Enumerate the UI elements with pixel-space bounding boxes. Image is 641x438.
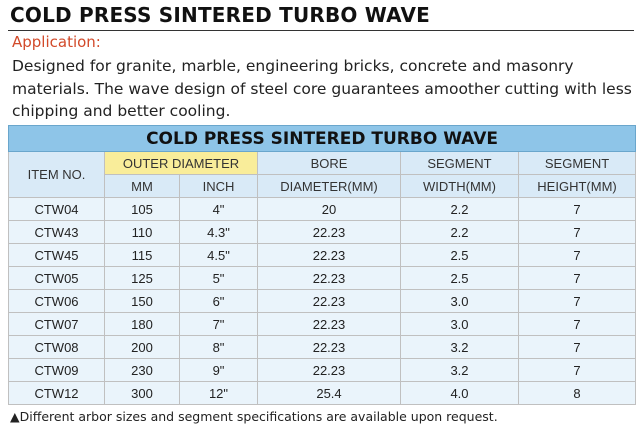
cell-inch: 7" (179, 312, 258, 336)
cell-bore: 25.4 (257, 381, 401, 405)
cell-item-no: CTW04 (8, 197, 105, 221)
cell-inch: 6" (179, 289, 258, 313)
cell-mm: 150 (104, 289, 180, 313)
cell-segment-height: 8 (517, 381, 637, 405)
cell-mm: 115 (104, 243, 180, 267)
cell-item-no: CTW45 (8, 243, 105, 267)
table-row: CTW45 115 4.5" 22.23 2.5 7 (8, 243, 637, 267)
cell-inch: 4.3" (179, 220, 258, 244)
cell-mm: 125 (104, 266, 180, 290)
cell-mm: 200 (104, 335, 180, 359)
cell-mm: 230 (104, 358, 180, 382)
cell-segment-width: 2.2 (400, 220, 519, 244)
cell-segment-height: 7 (517, 243, 637, 267)
cell-item-no: CTW06 (8, 289, 105, 313)
cell-item-no: CTW08 (8, 335, 105, 359)
cell-segment-width: 3.0 (400, 289, 519, 313)
page-title: COLD PRESS SINTERED TURBO WAVE (10, 3, 431, 27)
cell-segment-width: 2.5 (400, 243, 519, 267)
table-row: CTW05 125 5" 22.23 2.5 7 (8, 266, 637, 290)
cell-inch: 4.5" (179, 243, 258, 267)
cell-segment-height: 7 (517, 220, 637, 244)
header-segment-height-top: SEGMENT (517, 151, 637, 175)
cell-item-no: CTW12 (8, 381, 105, 405)
cell-segment-width: 2.5 (400, 266, 519, 290)
header-segment-height-bottom: HEIGHT(MM) (517, 174, 637, 198)
header-outer-diameter: OUTER DIAMETER (104, 151, 258, 175)
cell-bore: 20 (257, 197, 401, 221)
table-banner: COLD PRESS SINTERED TURBO WAVE (7, 125, 637, 152)
cell-segment-height: 7 (517, 197, 637, 221)
cell-inch: 8" (179, 335, 258, 359)
header-inch: INCH (179, 174, 258, 198)
table-row: CTW08 200 8" 22.23 3.2 7 (8, 335, 637, 359)
cell-segment-width: 3.2 (400, 358, 519, 382)
cell-segment-width: 3.0 (400, 312, 519, 336)
cell-bore: 22.23 (257, 312, 401, 336)
application-label: Application: (12, 33, 101, 51)
cell-bore: 22.23 (257, 289, 401, 313)
cell-segment-height: 7 (517, 312, 637, 336)
table-row: CTW07 180 7" 22.23 3.0 7 (8, 312, 637, 336)
table-row: CTW09 230 9" 22.23 3.2 7 (8, 358, 637, 382)
cell-segment-width: 4.0 (400, 381, 519, 405)
cell-segment-width: 3.2 (400, 335, 519, 359)
header-mm: MM (104, 174, 180, 198)
cell-segment-height: 7 (517, 266, 637, 290)
cell-item-no: CTW05 (8, 266, 105, 290)
cell-bore: 22.23 (257, 220, 401, 244)
application-description: Designed for granite, marble, engineerin… (12, 57, 632, 120)
table-row: CTW04 105 4" 20 2.2 7 (8, 197, 637, 221)
cell-mm: 180 (104, 312, 180, 336)
cell-segment-height: 7 (517, 335, 637, 359)
title-divider (8, 30, 634, 31)
spec-table: COLD PRESS SINTERED TURBO WAVE ITEM NO. … (7, 125, 637, 405)
cell-item-no: CTW43 (8, 220, 105, 244)
cell-mm: 110 (104, 220, 180, 244)
cell-segment-width: 2.2 (400, 197, 519, 221)
cell-mm: 300 (104, 381, 180, 405)
cell-item-no: CTW07 (8, 312, 105, 336)
cell-inch: 5" (179, 266, 258, 290)
cell-inch: 12" (179, 381, 258, 405)
table-row: CTW06 150 6" 22.23 3.0 7 (8, 289, 637, 313)
cell-bore: 22.23 (257, 266, 401, 290)
header-bore-bottom: DIAMETER(MM) (257, 174, 401, 198)
cell-mm: 105 (104, 197, 180, 221)
cell-bore: 22.23 (257, 243, 401, 267)
cell-inch: 4" (179, 197, 258, 221)
header-segment-width-bottom: WIDTH(MM) (400, 174, 519, 198)
cell-segment-height: 7 (517, 289, 637, 313)
cell-segment-height: 7 (517, 358, 637, 382)
footnote: ▲Different arbor sizes and segment speci… (10, 409, 498, 424)
header-segment-width-top: SEGMENT (400, 151, 519, 175)
header-bore-top: BORE (257, 151, 401, 175)
cell-bore: 22.23 (257, 358, 401, 382)
cell-item-no: CTW09 (8, 358, 105, 382)
header-item-no: ITEM NO. (8, 151, 105, 198)
table-row: CTW43 110 4.3" 22.23 2.2 7 (8, 220, 637, 244)
table-row: CTW12 300 12" 25.4 4.0 8 (8, 381, 637, 405)
cell-inch: 9" (179, 358, 258, 382)
cell-bore: 22.23 (257, 335, 401, 359)
